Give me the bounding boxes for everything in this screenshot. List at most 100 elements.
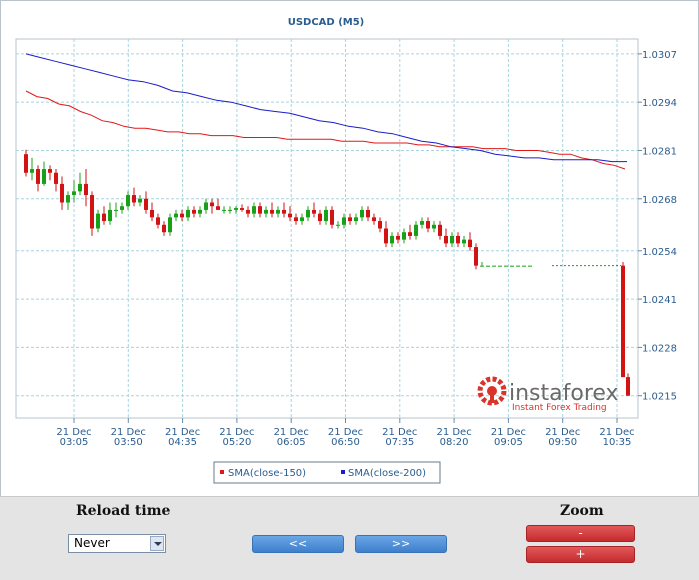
candle bbox=[486, 265, 490, 267]
candle bbox=[342, 213, 346, 229]
candle-body bbox=[144, 198, 148, 210]
candle bbox=[162, 221, 166, 236]
candle-body bbox=[72, 191, 76, 196]
candle bbox=[114, 202, 118, 218]
candle bbox=[498, 265, 502, 267]
candle-body bbox=[420, 221, 424, 225]
chevron-down-icon[interactable] bbox=[150, 536, 164, 551]
candle bbox=[390, 232, 394, 248]
legend-box bbox=[213, 461, 441, 484]
candle bbox=[84, 169, 88, 207]
candle-body bbox=[300, 217, 304, 222]
candle-body bbox=[48, 169, 52, 173]
x-tick-time: 06:50 bbox=[331, 437, 360, 448]
x-tick-time: 04:35 bbox=[168, 437, 197, 448]
candle bbox=[456, 232, 460, 248]
candles bbox=[24, 149, 630, 396]
candle-body bbox=[438, 224, 442, 236]
candle bbox=[204, 198, 208, 214]
candle bbox=[354, 213, 358, 225]
candle bbox=[348, 213, 352, 225]
y-tick-label: 1.0241 bbox=[642, 295, 677, 306]
candle-body bbox=[222, 209, 226, 211]
candle-body bbox=[240, 208, 244, 210]
scroll-back-button[interactable]: << bbox=[252, 535, 344, 553]
x-tick-date: 21 Dec bbox=[56, 427, 91, 438]
candle-body bbox=[360, 209, 364, 218]
candle bbox=[240, 204, 244, 212]
axes: 1.0307 1.0294 1.0281 1.0268 1.0254 1.0241 1.02… bbox=[56, 50, 677, 448]
candle bbox=[126, 191, 130, 210]
candle-body bbox=[60, 183, 64, 203]
candle bbox=[462, 235, 466, 248]
candle-body bbox=[270, 209, 274, 214]
x-tick-date: 21 Dec bbox=[491, 427, 526, 438]
candle-body bbox=[621, 265, 625, 378]
candle-body bbox=[78, 183, 82, 192]
candle-body bbox=[354, 217, 358, 222]
candle bbox=[294, 213, 298, 225]
candle bbox=[90, 191, 94, 236]
candle-body bbox=[336, 224, 340, 226]
candle bbox=[120, 202, 124, 214]
candle bbox=[108, 202, 112, 225]
candle bbox=[324, 206, 328, 225]
candle-body bbox=[426, 221, 430, 229]
candle bbox=[414, 221, 418, 240]
candle-body bbox=[228, 209, 232, 211]
candle bbox=[468, 232, 472, 251]
candle-body bbox=[282, 209, 286, 214]
candle bbox=[426, 217, 430, 233]
reload-time-select[interactable]: Never bbox=[68, 534, 166, 553]
zoom-in-button[interactable]: + bbox=[526, 546, 635, 563]
x-tick-date: 21 Dec bbox=[111, 427, 146, 438]
candle-body bbox=[528, 265, 532, 267]
candle bbox=[492, 265, 496, 267]
candle-body bbox=[312, 209, 316, 214]
candle bbox=[300, 213, 304, 225]
x-tick-date: 21 Dec bbox=[219, 427, 254, 438]
scroll-forward-button[interactable]: >> bbox=[355, 535, 447, 553]
legend-swatch-sma200 bbox=[341, 470, 345, 474]
candle bbox=[72, 180, 76, 203]
candle-body bbox=[258, 206, 262, 214]
candle-body bbox=[372, 217, 376, 222]
candle-body bbox=[396, 235, 400, 240]
candle bbox=[444, 228, 448, 248]
candle bbox=[504, 265, 508, 267]
candle bbox=[192, 206, 196, 218]
candle-body bbox=[318, 213, 322, 222]
candle-body bbox=[234, 208, 238, 210]
candle-body bbox=[342, 217, 346, 225]
candle bbox=[174, 209, 178, 222]
candle-body bbox=[276, 209, 280, 214]
reload-time-value: Never bbox=[74, 536, 110, 550]
legend: SMA(close-150) SMA(close-200) bbox=[213, 461, 441, 484]
candle-body bbox=[90, 195, 94, 229]
candle-body bbox=[366, 209, 370, 218]
y-tick-label: 1.0215 bbox=[642, 392, 677, 403]
candle bbox=[384, 221, 388, 248]
candle bbox=[396, 232, 400, 244]
candle-body bbox=[36, 169, 40, 184]
zoom-out-button[interactable]: - bbox=[526, 525, 635, 542]
candle-body bbox=[30, 169, 34, 173]
x-tick-time: 03:05 bbox=[60, 437, 89, 448]
candle bbox=[30, 157, 34, 181]
candle-body bbox=[102, 213, 106, 222]
candle-body bbox=[24, 154, 28, 173]
x-tick-date: 21 Dec bbox=[382, 427, 417, 438]
y-tick-label: 1.0307 bbox=[642, 50, 677, 61]
candle bbox=[24, 149, 28, 177]
legend-swatch-sma150 bbox=[220, 470, 224, 474]
candle-body bbox=[378, 221, 382, 229]
candle-body bbox=[480, 265, 484, 267]
logo-brand: instaforex bbox=[509, 381, 619, 406]
candle bbox=[96, 209, 100, 233]
candle bbox=[138, 195, 142, 207]
candle bbox=[78, 172, 82, 196]
candle-body bbox=[246, 209, 250, 214]
candle bbox=[420, 217, 424, 229]
candle-body bbox=[414, 224, 418, 236]
x-tick-time: 10:35 bbox=[603, 437, 632, 448]
